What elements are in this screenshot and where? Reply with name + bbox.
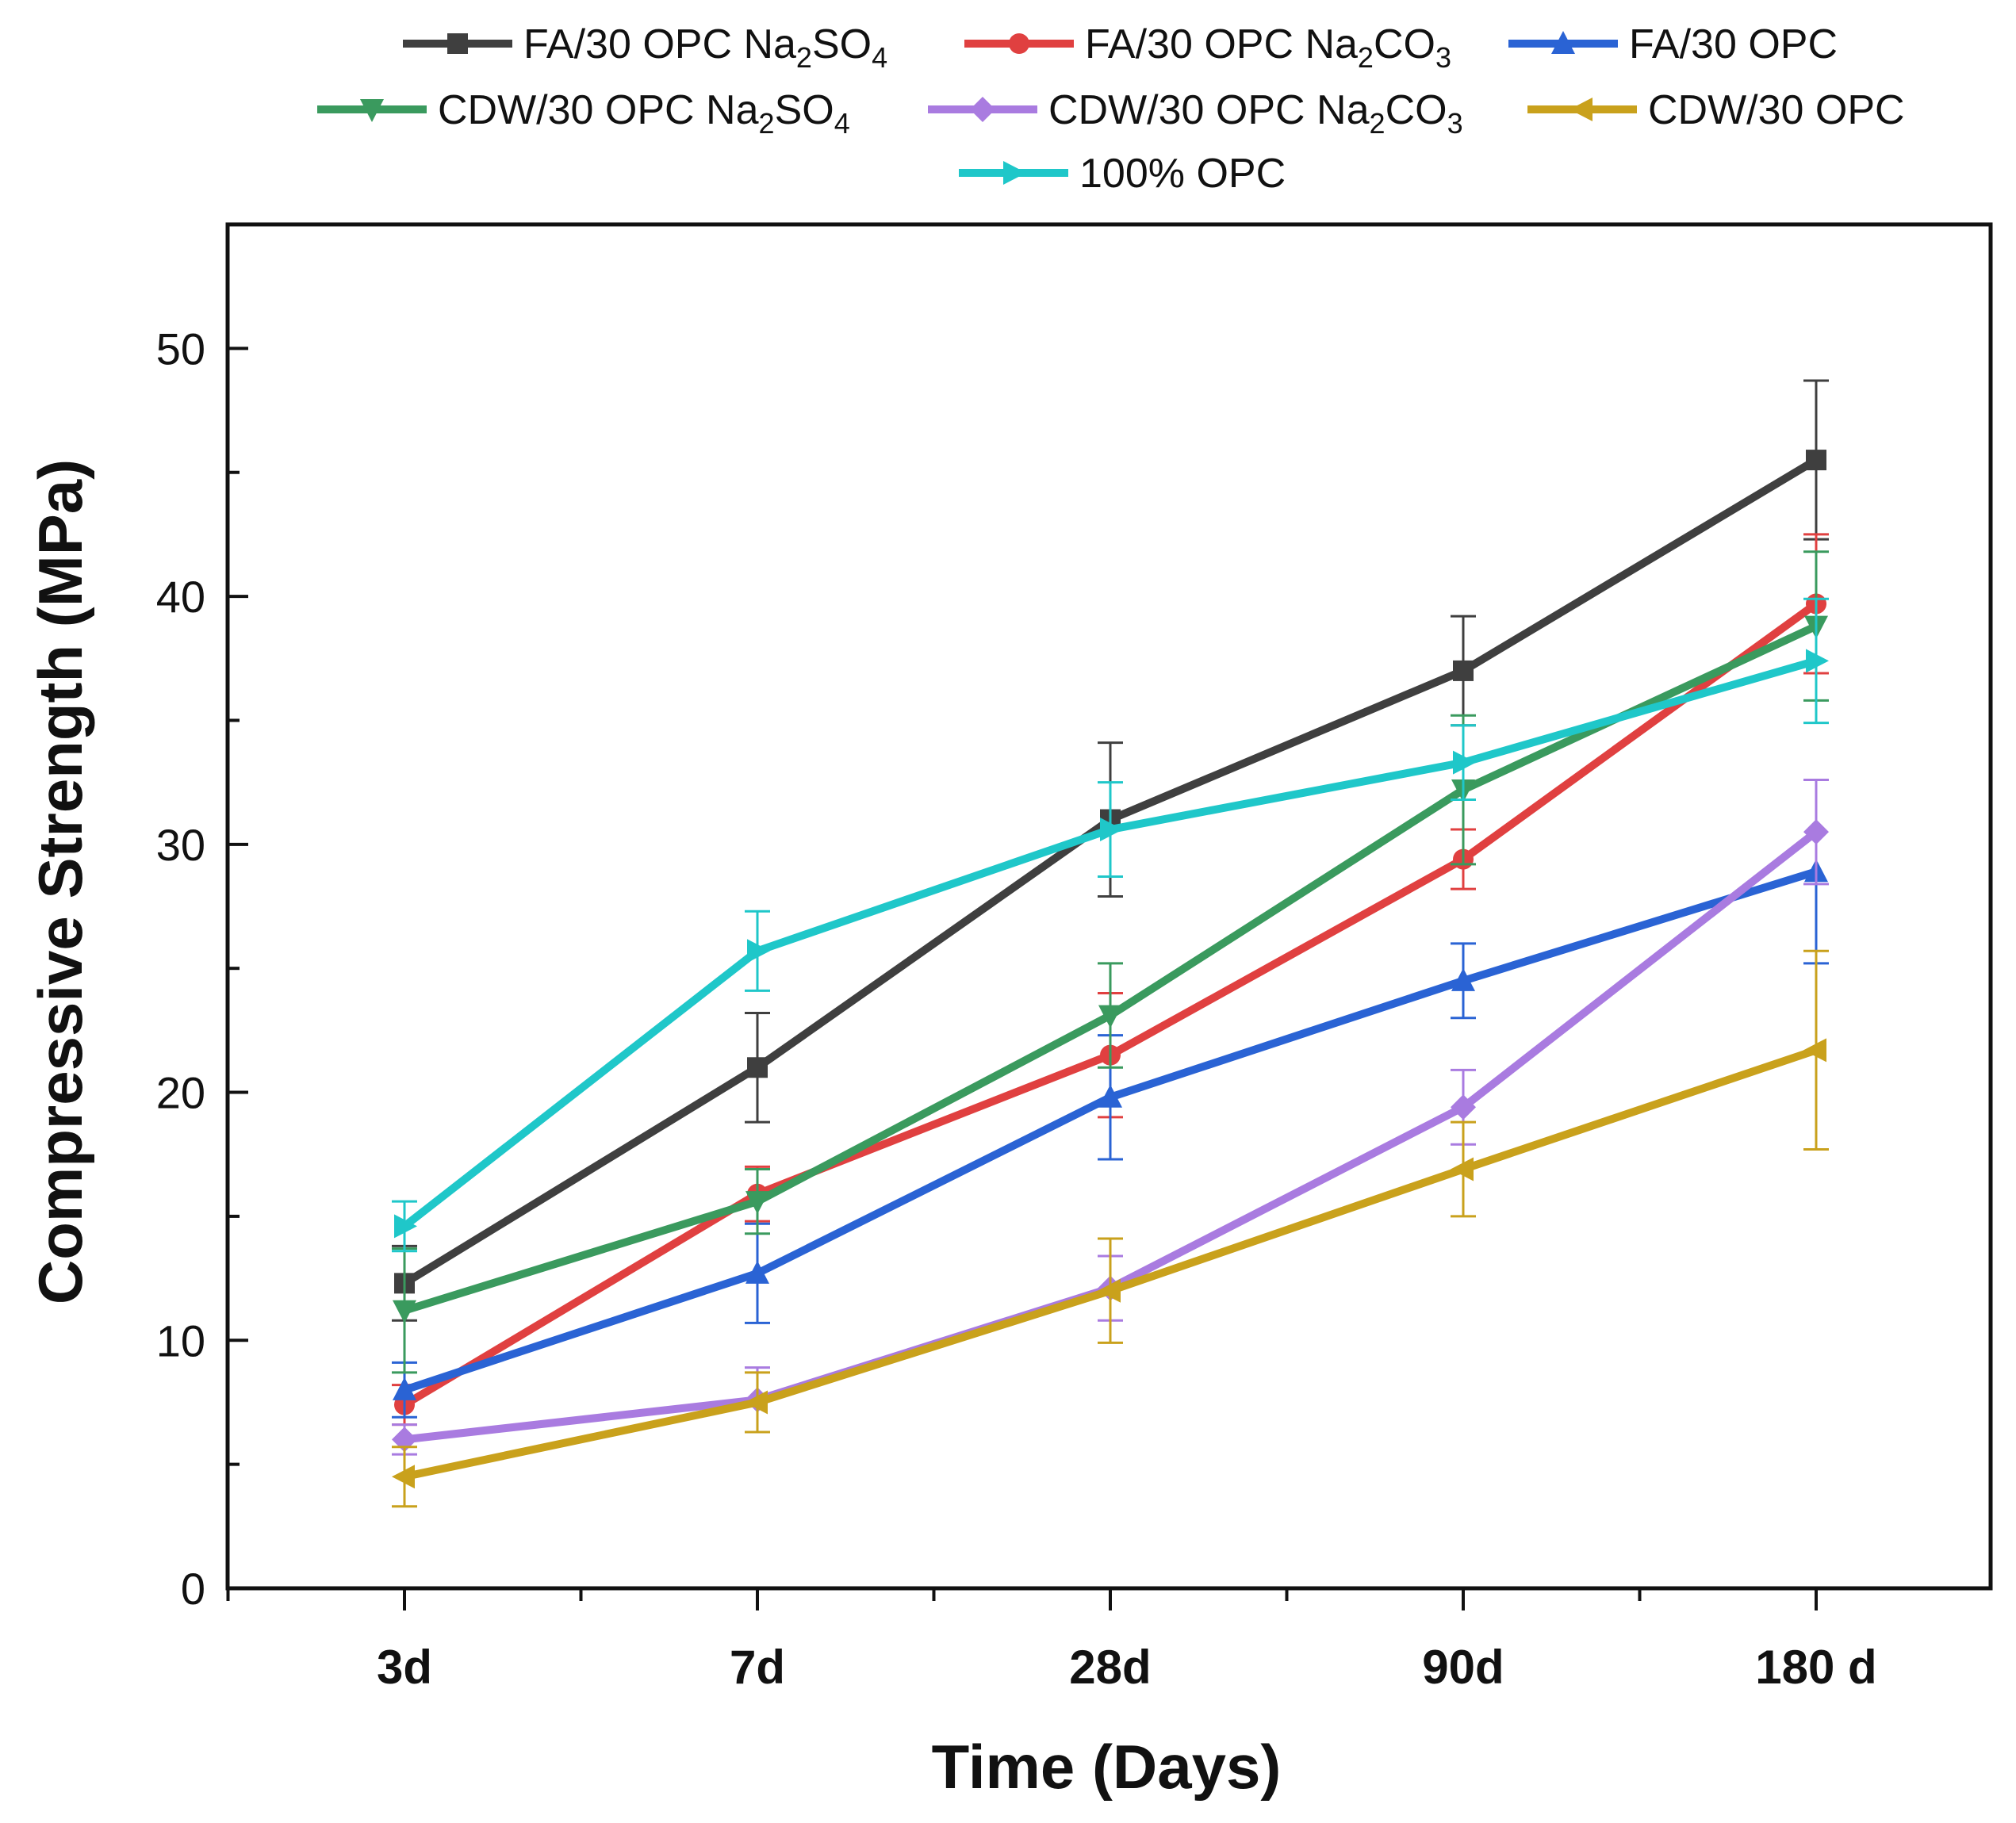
legend-swatch-marker <box>1569 98 1592 121</box>
data-point <box>1451 1094 1476 1120</box>
legend-label: FA/30 OPC Na2SO4 <box>523 21 887 74</box>
data-point <box>1100 818 1123 842</box>
legend-label-part: CDW/30 OPC Na <box>438 87 759 133</box>
legend-label-part: SO <box>775 87 834 133</box>
y-tick-label: 10 <box>156 1316 205 1365</box>
plot-area: 0 10 20 30 40 50 3d 7d 28d 90d 180 d <box>156 222 1993 1694</box>
data-point <box>1803 819 1829 845</box>
y-tick-label: 50 <box>156 324 205 373</box>
data-point <box>1806 450 1826 471</box>
data-point <box>745 1260 769 1284</box>
x-tick-label: 90d <box>1422 1641 1504 1694</box>
legend-label-part: CDW/30 OPC <box>1648 87 1905 133</box>
data-point <box>1451 967 1475 991</box>
legend-label-part: 100% OPC <box>1079 151 1286 197</box>
data-point <box>747 939 770 963</box>
y-tick-label: 0 <box>181 1564 205 1614</box>
legend-label-part: 3 <box>1447 107 1463 140</box>
x-tick-label: 28d <box>1069 1641 1151 1694</box>
data-point <box>1451 1157 1474 1182</box>
legend-swatch-marker <box>447 33 468 54</box>
y-tick-label: 30 <box>156 820 205 870</box>
legend-label-part: 4 <box>872 41 887 74</box>
legend-swatch-marker <box>360 99 384 122</box>
data-point <box>745 1390 768 1415</box>
legend-label: CDW/30 OPC Na2SO4 <box>438 87 850 140</box>
x-tick-label: 180 d <box>1755 1641 1876 1694</box>
legend-item: CDW/30 OPC Na2CO3 <box>928 87 1463 140</box>
legend-item: FA/30 OPC Na2CO3 <box>964 21 1451 74</box>
data-point <box>392 1465 415 1489</box>
series-6 <box>392 597 1829 1253</box>
legend-label: CDW/30 OPC Na2CO3 <box>1048 87 1463 140</box>
legend-label-part: 4 <box>834 107 850 140</box>
data-point <box>394 1214 417 1239</box>
data-point <box>1803 1038 1826 1063</box>
x-axis-title: Time (Days) <box>932 1732 1282 1802</box>
legend-item: 100% OPC <box>959 151 1286 197</box>
legend: FA/30 OPC Na2SO4 FA/30 OPC Na2CO3 FA/30 OP… <box>317 21 1905 197</box>
legend-swatch-marker <box>1003 161 1026 185</box>
legend-swatch-marker <box>970 97 995 122</box>
legend-label-part: 3 <box>1435 41 1451 74</box>
data-point <box>1453 660 1474 681</box>
legend-item: FA/30 OPC <box>1508 21 1838 67</box>
legend-label: FA/30 OPC Na2CO3 <box>1085 21 1451 74</box>
legend-label-part: SO <box>812 21 872 67</box>
legend-label-part: FA/30 OPC Na <box>1085 21 1358 67</box>
legend-label-part: FA/30 OPC Na <box>523 21 796 67</box>
series-5 <box>392 949 1829 1508</box>
data-point <box>1098 1084 1122 1108</box>
y-tick-label: 20 <box>156 1068 205 1118</box>
data-point <box>747 1057 768 1078</box>
legend-label-part: CDW/30 OPC Na <box>1048 87 1370 133</box>
y-tick-label: 40 <box>156 572 205 622</box>
legend-label: 100% OPC <box>1079 151 1286 197</box>
legend-item: FA/30 OPC Na2SO4 <box>403 21 887 74</box>
legend-label-part: 2 <box>1358 41 1374 74</box>
legend-label-part: 2 <box>759 107 775 140</box>
legend-swatch-marker <box>1009 33 1029 54</box>
legend-item: CDW/30 OPC <box>1527 87 1905 133</box>
legend-swatch-marker <box>1551 31 1575 54</box>
x-tick-label: 3d <box>377 1641 432 1694</box>
data-point <box>1806 649 1829 673</box>
legend-label-part: CO <box>1374 21 1435 67</box>
legend-label: FA/30 OPC <box>1629 21 1838 67</box>
legend-label-part: FA/30 OPC <box>1629 21 1838 67</box>
data-point <box>393 1377 416 1400</box>
legend-label-part: CO <box>1386 87 1447 133</box>
data-point <box>1098 1278 1121 1303</box>
legend-item: CDW/30 OPC Na2SO4 <box>317 87 850 140</box>
y-axis-title: Compressive Strength (MPa) <box>25 459 95 1304</box>
x-tick-label: 7d <box>730 1641 785 1694</box>
data-point <box>393 1300 416 1323</box>
legend-label-part: 2 <box>1370 107 1386 140</box>
data-point <box>1453 750 1476 775</box>
legend-label: CDW/30 OPC <box>1648 87 1905 133</box>
legend-label-part: 2 <box>796 41 812 74</box>
data-point <box>745 1191 769 1215</box>
data-point <box>1098 1005 1122 1028</box>
